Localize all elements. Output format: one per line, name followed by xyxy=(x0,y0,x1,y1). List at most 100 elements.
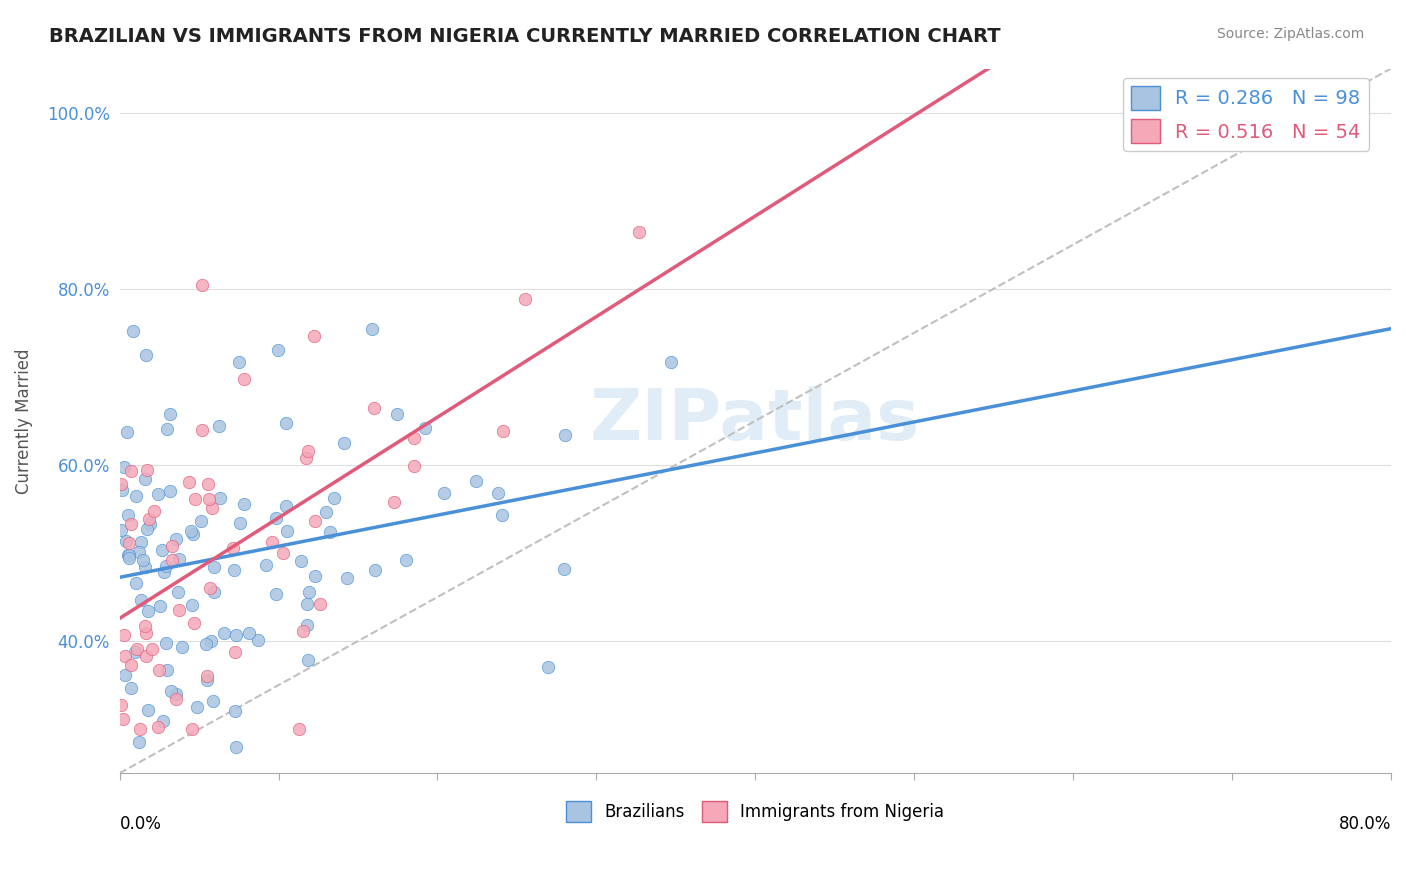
Point xyxy=(180,598,202,612)
Point xyxy=(159,407,181,421)
Point xyxy=(274,499,297,513)
Point xyxy=(198,581,221,595)
Point xyxy=(180,722,202,736)
Point xyxy=(165,687,187,701)
Point xyxy=(225,739,247,754)
Point xyxy=(139,516,162,531)
Point xyxy=(222,564,245,578)
Point xyxy=(402,459,425,474)
Point xyxy=(152,565,174,579)
Point xyxy=(120,657,142,672)
Point xyxy=(302,328,325,343)
Point xyxy=(515,292,537,306)
Point xyxy=(118,548,141,562)
Point xyxy=(333,436,356,450)
Point xyxy=(118,550,141,565)
Point xyxy=(492,425,515,439)
Point xyxy=(110,524,132,538)
Point xyxy=(297,444,319,458)
Point xyxy=(162,553,184,567)
Point xyxy=(553,562,575,576)
Point xyxy=(146,720,169,734)
Point xyxy=(128,734,150,748)
Point xyxy=(413,421,436,435)
Point xyxy=(156,663,179,677)
Point xyxy=(129,535,152,549)
Point xyxy=(117,549,139,563)
Text: 0.0%: 0.0% xyxy=(120,815,162,833)
Point xyxy=(124,645,146,659)
Point xyxy=(238,626,260,640)
Point xyxy=(402,432,425,446)
Point xyxy=(292,624,315,639)
Point xyxy=(166,585,188,599)
Point xyxy=(125,576,148,591)
Point xyxy=(135,348,157,362)
Point xyxy=(135,626,157,640)
Point xyxy=(264,587,287,601)
Point xyxy=(150,542,173,557)
Point xyxy=(162,539,184,553)
Point xyxy=(195,669,218,683)
Point xyxy=(197,477,219,491)
Point xyxy=(117,508,139,522)
Point xyxy=(112,459,135,474)
Point xyxy=(201,694,224,708)
Point xyxy=(304,514,326,528)
Point xyxy=(112,628,135,642)
Point xyxy=(232,372,254,386)
Point xyxy=(134,560,156,574)
Point xyxy=(125,489,148,503)
Point xyxy=(110,698,132,713)
Point xyxy=(159,483,181,498)
Point xyxy=(486,486,509,500)
Point xyxy=(267,343,290,358)
Point xyxy=(304,568,326,582)
Point xyxy=(274,416,297,430)
Point xyxy=(323,491,346,505)
Point xyxy=(136,462,159,476)
Point xyxy=(167,603,190,617)
Point xyxy=(363,401,385,415)
Point xyxy=(136,522,159,536)
Point xyxy=(229,516,252,530)
Point xyxy=(114,668,136,682)
Point xyxy=(152,714,174,728)
Point xyxy=(295,597,318,611)
Point xyxy=(136,703,159,717)
Point xyxy=(309,597,332,611)
Point xyxy=(179,475,201,489)
Point xyxy=(115,425,138,439)
Point xyxy=(191,423,214,437)
Point xyxy=(148,663,170,677)
Point xyxy=(183,527,205,541)
Point xyxy=(491,508,513,522)
Point xyxy=(120,681,142,696)
Point xyxy=(276,524,298,538)
Point xyxy=(128,545,150,559)
Point xyxy=(395,553,418,567)
Point xyxy=(129,722,152,736)
Point xyxy=(208,418,231,433)
Point xyxy=(433,485,456,500)
Point xyxy=(134,472,156,486)
Point xyxy=(364,563,387,577)
Y-axis label: Currently Married: Currently Married xyxy=(15,348,32,493)
Point xyxy=(271,545,294,559)
Point xyxy=(262,535,284,549)
Point xyxy=(134,619,156,633)
Point xyxy=(384,495,406,509)
Point xyxy=(183,616,205,631)
Point xyxy=(129,593,152,607)
Point xyxy=(290,554,312,568)
Legend: R = 0.286   N = 98, R = 0.516   N = 54: R = 0.286 N = 98, R = 0.516 N = 54 xyxy=(1123,78,1368,151)
Point xyxy=(214,626,236,640)
Point xyxy=(297,653,319,667)
Point xyxy=(318,524,340,539)
Point xyxy=(111,483,134,498)
Point xyxy=(138,512,160,526)
Point xyxy=(195,637,218,651)
Point xyxy=(659,354,682,368)
Point xyxy=(155,636,177,650)
Text: Source: ZipAtlas.com: Source: ZipAtlas.com xyxy=(1216,27,1364,41)
